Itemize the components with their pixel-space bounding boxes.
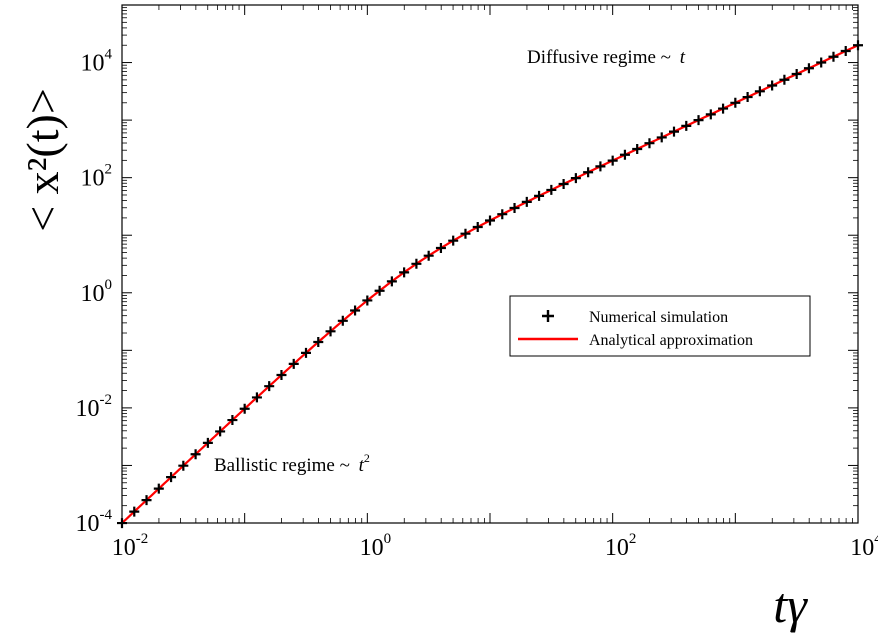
simulation-point (350, 305, 361, 316)
simulation-point (509, 203, 520, 214)
annotation-ballistic: Ballistic regime ~ t2 (214, 451, 370, 476)
x-tick-label: 10-2 (112, 531, 149, 561)
simulation-point (558, 179, 569, 189)
simulation-point (754, 86, 765, 97)
simulation-point (129, 506, 140, 517)
legend: Numerical simulation Analytical approxim… (509, 295, 811, 357)
simulation-point (460, 228, 471, 239)
legend-item-analytical: Analytical approximation (518, 332, 753, 349)
x-axis-label: tγ (773, 577, 808, 633)
simulation-point (730, 97, 741, 108)
simulation-point (251, 392, 262, 403)
legend-item-numerical: Numerical simulation (542, 309, 728, 326)
x-tick-label: 104 (850, 531, 878, 561)
simulation-point (705, 109, 716, 120)
simulation-point (779, 74, 790, 85)
simulation-point (607, 155, 618, 166)
simulation-point (276, 369, 287, 380)
simulation-point (202, 437, 213, 448)
simulation-point (693, 115, 704, 126)
plot-area (117, 40, 863, 529)
y-tick-label: 10-4 (76, 507, 113, 537)
simulation-point (264, 381, 275, 392)
simulation-point (546, 184, 557, 195)
y-tick-label: 104 (81, 47, 113, 77)
simulation-point (325, 326, 336, 337)
simulation-point (828, 51, 839, 62)
simulation-point (374, 285, 385, 296)
simulation-point (288, 358, 299, 369)
simulation-point (595, 161, 606, 172)
simulation-point (485, 215, 495, 226)
simulation-point (239, 403, 250, 414)
simulation-point (632, 143, 643, 154)
simulation-point (411, 258, 422, 269)
simulation-point (227, 415, 238, 426)
y-tick-label: 10-2 (76, 392, 113, 422)
simulation-point (435, 242, 446, 253)
legend-label-analytical: Analytical approximation (589, 332, 753, 349)
simulation-point (791, 69, 802, 80)
legend-plus-marker (542, 310, 554, 322)
y-axis-label: < x²(t)> (17, 88, 68, 232)
simulation-point (619, 149, 630, 160)
simulation-point (681, 120, 692, 131)
simulation-point (153, 483, 164, 494)
simulation-point (190, 449, 201, 460)
simulation-point (301, 347, 311, 358)
simulation-point (423, 250, 434, 261)
simulation-point (669, 126, 679, 137)
simulation-point (534, 190, 545, 201)
simulation-point (166, 472, 177, 483)
simulation-point (215, 426, 226, 437)
simulation-point (718, 103, 729, 114)
legend-label-numerical: Numerical simulation (589, 309, 728, 326)
simulation-point (583, 167, 594, 178)
x-tick-label: 100 (360, 531, 392, 561)
simulation-point (816, 57, 827, 68)
simulation-point (337, 315, 348, 326)
legend-box (509, 295, 811, 357)
simulation-point (472, 222, 483, 233)
annotation-diffusive: Diffusive regime ~ t (527, 47, 686, 68)
simulation-point (141, 495, 152, 506)
simulation-point (644, 138, 655, 149)
simulation-point (742, 92, 753, 103)
y-tick-label: 102 (81, 162, 113, 192)
simulation-point (386, 276, 397, 287)
x-tick-label: 102 (605, 531, 637, 561)
simulation-point (803, 63, 814, 74)
simulation-point (362, 295, 373, 306)
simulation-point (448, 235, 459, 246)
simulation-point (178, 460, 189, 471)
simulation-point (313, 337, 324, 348)
simulation-point (656, 132, 667, 143)
y-tick-label: 100 (81, 277, 113, 307)
simulation-point (521, 196, 532, 207)
simulation-point (399, 267, 410, 278)
simulation-point (570, 173, 581, 184)
simulation-point (497, 209, 508, 220)
plot-frame (121, 4, 859, 524)
simulation-point (767, 80, 778, 91)
simulation-point (840, 45, 851, 56)
analytical-curve (121, 44, 859, 524)
